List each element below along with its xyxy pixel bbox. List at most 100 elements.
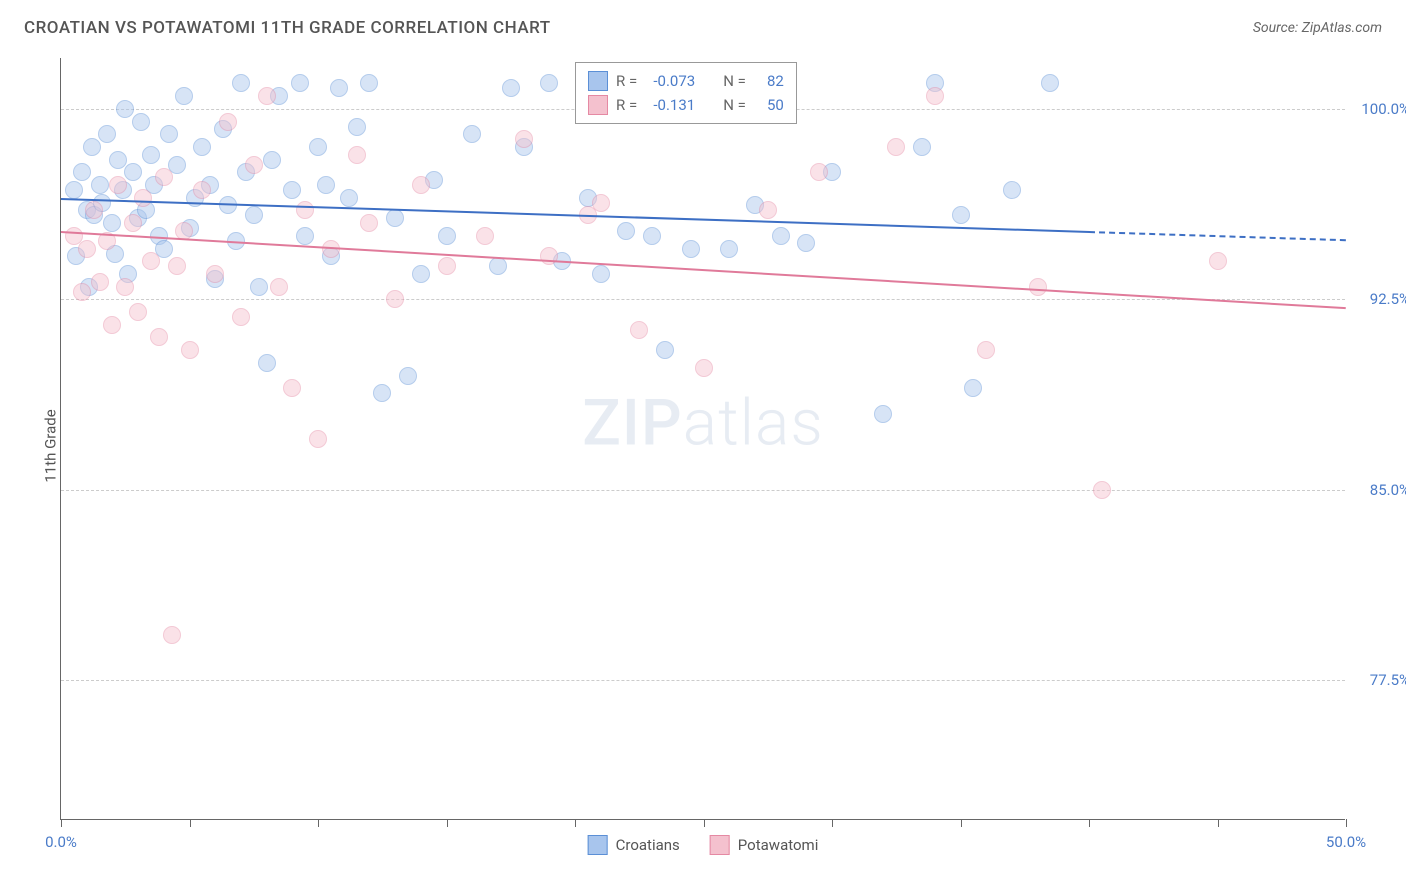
scatter-point <box>926 87 944 105</box>
n-value: 50 <box>754 96 784 114</box>
trendline <box>61 231 1346 309</box>
scatter-point <box>83 138 101 156</box>
scatter-point <box>964 379 982 397</box>
scatter-point <box>309 138 327 156</box>
scatter-point <box>193 138 211 156</box>
scatter-point <box>887 138 905 156</box>
scatter-point <box>952 206 970 224</box>
scatter-point <box>258 87 276 105</box>
r-value: -0.073 <box>645 72 695 90</box>
scatter-point <box>360 74 378 92</box>
xtick <box>832 819 833 827</box>
ytick-label: 92.5% <box>1370 290 1406 308</box>
scatter-point <box>348 146 366 164</box>
xtick <box>575 819 576 827</box>
scatter-point <box>340 189 358 207</box>
scatter-point <box>540 247 558 265</box>
scatter-point <box>1029 278 1047 296</box>
scatter-point <box>258 354 276 372</box>
scatter-point <box>296 201 314 219</box>
scatter-point <box>874 405 892 423</box>
r-label: R = <box>616 72 637 90</box>
scatter-point <box>913 138 931 156</box>
legend-row: R =-0.073N =82 <box>588 69 784 93</box>
bottom-legend: Croatians Potawatomi <box>588 835 819 855</box>
scatter-point <box>98 125 116 143</box>
legend-box: R =-0.073N =82R =-0.131N =50 <box>575 62 797 124</box>
scatter-point <box>168 257 186 275</box>
gridline <box>61 299 1345 300</box>
scatter-point <box>317 176 335 194</box>
legend-label: Croatians <box>616 836 680 854</box>
watermark: ZIPatlas <box>582 386 824 461</box>
scatter-point <box>283 379 301 397</box>
scatter-point <box>193 181 211 199</box>
scatter-point <box>109 151 127 169</box>
y-axis-label: 11th Grade <box>42 409 60 482</box>
trendline <box>1089 231 1346 241</box>
scatter-point <box>65 181 83 199</box>
n-value: 82 <box>754 72 784 90</box>
xtick <box>447 819 448 827</box>
scatter-point <box>540 74 558 92</box>
ytick-label: 77.5% <box>1370 671 1406 689</box>
scatter-point <box>502 79 520 97</box>
scatter-point <box>309 430 327 448</box>
scatter-point <box>270 278 288 296</box>
scatter-point <box>592 194 610 212</box>
scatter-point <box>109 176 127 194</box>
xtick <box>190 819 191 827</box>
scatter-point <box>489 257 507 275</box>
scatter-point <box>206 265 224 283</box>
scatter-point <box>476 227 494 245</box>
scatter-point <box>1003 181 1021 199</box>
scatter-point <box>330 79 348 97</box>
r-value: -0.131 <box>645 96 695 114</box>
xtick <box>1346 819 1347 827</box>
scatter-point <box>386 209 404 227</box>
xtick <box>1218 819 1219 827</box>
scatter-point <box>296 227 314 245</box>
scatter-point <box>759 201 777 219</box>
ytick-label: 85.0% <box>1370 481 1406 499</box>
scatter-point <box>116 100 134 118</box>
scatter-point <box>1209 252 1227 270</box>
scatter-point <box>181 341 199 359</box>
scatter-point <box>85 201 103 219</box>
scatter-point <box>438 257 456 275</box>
xtick <box>961 819 962 827</box>
xtick <box>318 819 319 827</box>
r-label: R = <box>616 96 637 114</box>
scatter-point <box>116 278 134 296</box>
scatter-point <box>515 130 533 148</box>
ytick-label: 100.0% <box>1361 100 1406 118</box>
scatter-point <box>463 125 481 143</box>
legend-swatch <box>588 71 608 91</box>
scatter-point <box>373 384 391 402</box>
source-label: Source: ZipAtlas.com <box>1253 20 1382 36</box>
scatter-point <box>245 156 263 174</box>
scatter-point <box>360 214 378 232</box>
scatter-point <box>78 240 96 258</box>
scatter-point <box>797 234 815 252</box>
scatter-point <box>163 626 181 644</box>
scatter-point <box>283 181 301 199</box>
scatter-point <box>134 189 152 207</box>
scatter-point <box>720 240 738 258</box>
legend-swatch <box>710 835 730 855</box>
scatter-point <box>142 252 160 270</box>
xtick <box>1089 819 1090 827</box>
scatter-point <box>291 74 309 92</box>
scatter-point <box>232 74 250 92</box>
n-label: N = <box>723 96 746 114</box>
scatter-point <box>175 87 193 105</box>
scatter-point <box>124 163 142 181</box>
scatter-point <box>656 341 674 359</box>
scatter-point <box>103 316 121 334</box>
scatter-point <box>142 146 160 164</box>
legend-label: Potawatomi <box>738 836 819 854</box>
scatter-point <box>412 176 430 194</box>
scatter-point <box>73 163 91 181</box>
trendline <box>61 198 1089 233</box>
scatter-point <box>129 303 147 321</box>
